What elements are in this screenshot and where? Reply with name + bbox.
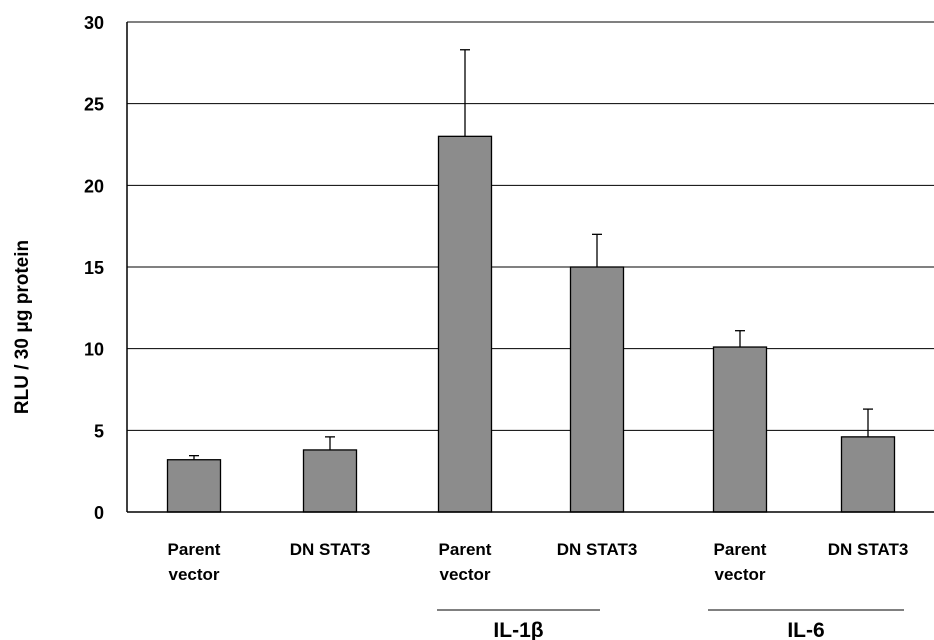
x-tick-label: DN STAT3 <box>828 540 909 559</box>
x-tick-label: DN STAT3 <box>290 540 371 559</box>
bar <box>302 449 358 513</box>
y-tick-label: 20 <box>84 176 104 196</box>
bar <box>569 266 625 513</box>
error-bar <box>592 233 602 267</box>
y-tick-label: 15 <box>84 258 104 278</box>
bar <box>840 436 896 513</box>
group-label: IL-6 <box>787 619 824 640</box>
y-axis-label: RLU / 30 μg protein <box>12 240 33 414</box>
y-tick-label: 10 <box>84 340 104 360</box>
error-bars <box>189 49 873 460</box>
bar <box>437 135 493 513</box>
gridlines <box>127 21 934 431</box>
x-tick-label: Parent <box>714 540 767 559</box>
x-tick-label: vector <box>168 565 219 584</box>
y-tick-label: 25 <box>84 95 104 115</box>
axes <box>126 22 934 513</box>
error-bar <box>735 330 745 348</box>
error-bar <box>863 408 873 437</box>
error-bar <box>460 49 470 137</box>
error-bar <box>189 454 199 460</box>
category-labels: Parent vector DN STAT3 Parent vector DN STAT3… <box>168 540 909 584</box>
group-labels: IL-1β IL-6 <box>437 609 904 640</box>
y-tick-labels: 0 5 10 15 20 25 30 <box>84 13 104 523</box>
y-tick-label: 0 <box>94 503 104 523</box>
x-tick-label: DN STAT3 <box>557 540 638 559</box>
group-label: IL-1β <box>493 619 543 640</box>
bar <box>166 459 222 513</box>
x-tick-label: Parent <box>439 540 492 559</box>
y-tick-label: 5 <box>94 421 104 441</box>
bars <box>166 135 896 513</box>
x-tick-label: vector <box>439 565 490 584</box>
x-tick-label: vector <box>714 565 765 584</box>
y-tick-label: 30 <box>84 13 104 33</box>
error-bar <box>325 436 335 450</box>
bar <box>712 346 768 513</box>
x-tick-label: Parent <box>168 540 221 559</box>
